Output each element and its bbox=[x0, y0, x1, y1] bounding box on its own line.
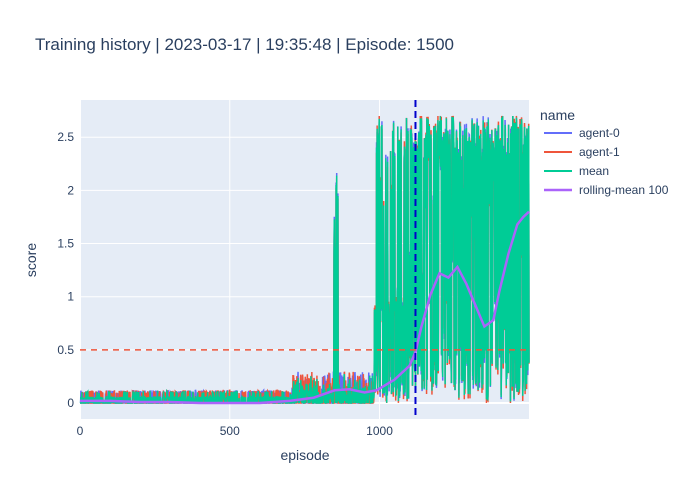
y-tick-label: 2 bbox=[67, 183, 74, 197]
legend-item-mean[interactable]: mean bbox=[579, 164, 609, 178]
plot-area: 0 0.5 1 1.5 2 2.5 0 500 1000 bbox=[57, 100, 530, 438]
y-tick-label: 0.5 bbox=[57, 343, 74, 357]
y-tick-label: 1.5 bbox=[57, 237, 74, 251]
legend-item-rolling-mean-100[interactable]: rolling-mean 100 bbox=[579, 183, 669, 197]
legend: name agent-0 agent-1 mean rolling-mean 100 bbox=[540, 107, 669, 197]
x-axis-label: episode bbox=[280, 447, 329, 463]
series-mean-line bbox=[79, 116, 530, 404]
x-tick-label: 500 bbox=[220, 424, 240, 438]
legend-title: name bbox=[540, 107, 575, 123]
series-rolling-mean-line bbox=[80, 210, 530, 405]
x-tick-label: 1000 bbox=[366, 424, 393, 438]
legend-item-agent-1[interactable]: agent-1 bbox=[579, 145, 620, 159]
x-tick-label: 0 bbox=[77, 424, 84, 438]
legend-item-agent-0[interactable]: agent-0 bbox=[579, 126, 620, 140]
y-tick-label: 1 bbox=[67, 290, 74, 304]
y-tick-label: 2.5 bbox=[57, 130, 74, 144]
y-tick-label: 0 bbox=[67, 396, 74, 410]
y-axis-label: score bbox=[23, 243, 39, 277]
chart-title: Training history | 2023-03-17 | 19:35:48… bbox=[35, 35, 454, 54]
